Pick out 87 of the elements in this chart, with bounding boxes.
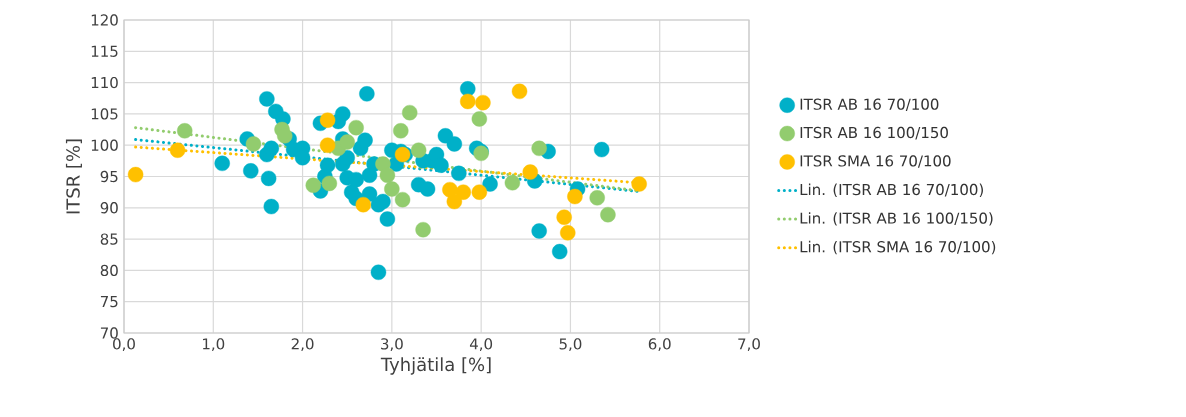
point — [410, 142, 427, 158]
point — [277, 128, 293, 144]
point — [294, 150, 311, 166]
y-tick-label: 80 — [100, 264, 118, 277]
x-tick-label: 3,0 — [381, 338, 403, 352]
point — [260, 170, 277, 187]
point — [263, 198, 280, 215]
point — [379, 211, 396, 227]
legend-label: ITSR AB 16 70/100 — [800, 98, 939, 112]
point — [567, 188, 583, 205]
point — [319, 112, 336, 128]
point — [384, 181, 400, 197]
legend-label: Lin. (ITSR AB 16 100/150) — [800, 212, 993, 226]
point — [552, 243, 568, 260]
x-axis-title: Tyhjätila [%] — [380, 357, 491, 375]
point — [402, 104, 418, 121]
point — [531, 140, 547, 157]
point — [460, 93, 476, 110]
point — [631, 176, 647, 192]
point — [359, 86, 375, 102]
point — [589, 190, 605, 206]
point — [522, 164, 538, 180]
point — [348, 119, 364, 136]
point — [305, 177, 321, 193]
point — [415, 222, 431, 238]
point — [214, 155, 230, 172]
legend-label: ITSR AB 16 100/150 — [800, 126, 948, 140]
point — [471, 184, 488, 200]
point — [460, 81, 476, 97]
x-tick-label: 0,0 — [113, 338, 135, 352]
point — [259, 91, 275, 107]
point — [446, 136, 463, 152]
point — [357, 132, 373, 148]
point — [394, 191, 411, 208]
y-axis-title: ITSR [%] — [65, 139, 82, 214]
point — [446, 193, 463, 210]
point — [321, 175, 338, 192]
point — [348, 171, 364, 188]
point — [471, 111, 488, 127]
point — [511, 83, 528, 100]
point — [243, 163, 259, 179]
point — [531, 223, 547, 239]
x-tick-label: 7,0 — [738, 338, 760, 352]
point — [451, 165, 467, 182]
point — [127, 166, 144, 183]
point — [379, 167, 396, 183]
x-tick-label: 6,0 — [648, 338, 671, 352]
point — [455, 184, 471, 200]
point — [263, 140, 280, 157]
point — [433, 157, 449, 173]
point — [319, 137, 336, 153]
point — [560, 225, 576, 241]
point — [556, 209, 572, 225]
point — [504, 175, 521, 191]
point — [245, 136, 262, 152]
legend-label: Lin. (ITSR AB 16 70/100) — [800, 183, 983, 197]
y-tick-label: 75 — [100, 296, 118, 308]
y-tick-label: 90 — [100, 202, 118, 214]
legend-label: Lin. (ITSR SMA 16 70/100) — [800, 240, 996, 255]
point — [169, 142, 186, 158]
x-tick-label: 5,0 — [559, 338, 582, 352]
x-tick-label: 1,0 — [203, 338, 225, 352]
y-tick-label: 115 — [91, 45, 118, 57]
point — [339, 134, 355, 150]
y-tick-label: 85 — [100, 233, 118, 245]
point — [370, 264, 387, 280]
y-tick-label: 95 — [100, 170, 118, 183]
y-tick-label: 110 — [91, 76, 118, 89]
y-tick-label: 105 — [91, 108, 118, 120]
point — [339, 150, 355, 166]
point — [335, 106, 351, 122]
point — [375, 193, 391, 210]
y-tick-label: 120 — [91, 14, 118, 26]
point — [600, 206, 616, 223]
y-tick-label: 100 — [91, 139, 118, 151]
point — [319, 157, 336, 173]
point — [593, 141, 610, 158]
legend-label: ITSR SMA 16 70/100 — [800, 155, 951, 168]
y-tick-label: 70 — [100, 327, 118, 339]
x-tick-label: 4,0 — [469, 338, 493, 352]
x-tick-label: 2,0 — [291, 338, 314, 352]
point — [482, 176, 498, 192]
point — [177, 123, 193, 139]
point — [475, 94, 491, 111]
point — [355, 196, 371, 213]
point — [419, 181, 436, 197]
point — [393, 123, 409, 139]
